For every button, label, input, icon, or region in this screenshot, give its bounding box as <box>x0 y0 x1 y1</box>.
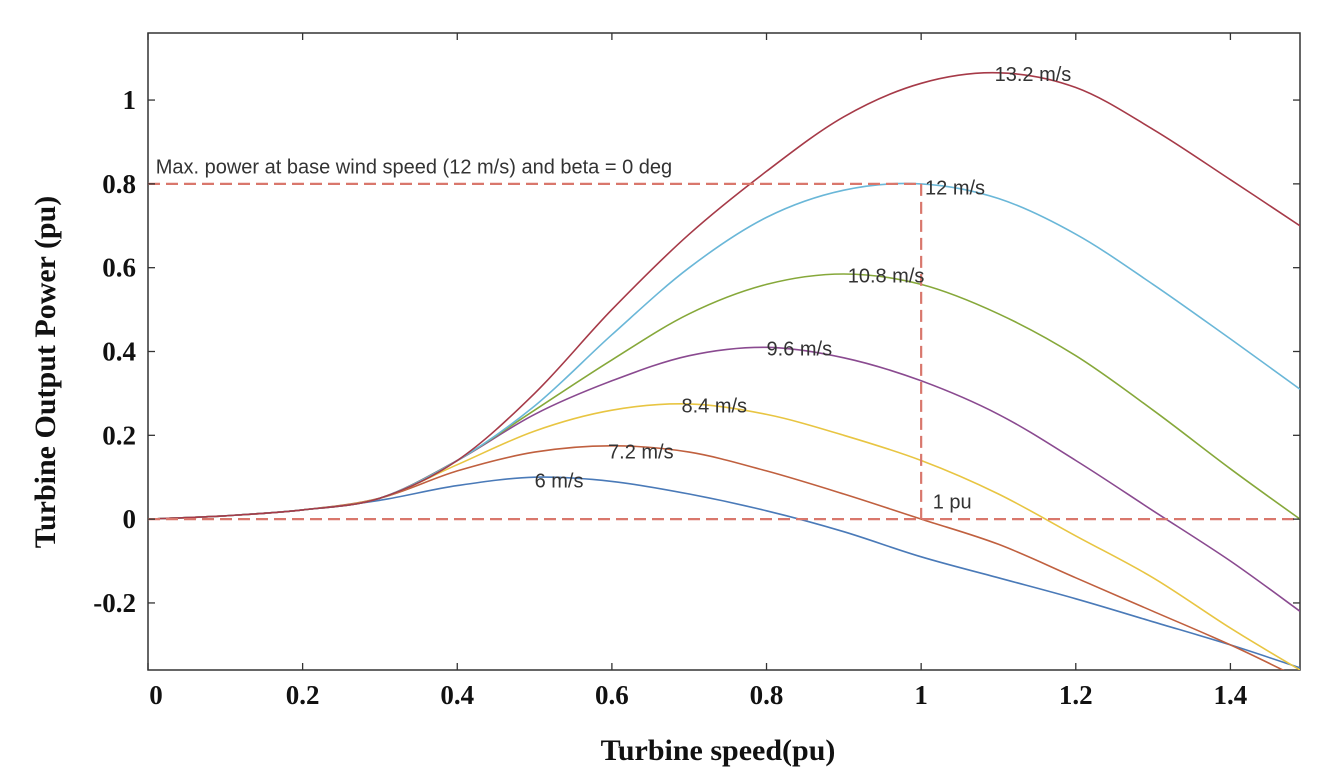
y-tick-label: 0.6 <box>102 253 136 283</box>
curve-label-5: 10.8 m/s <box>848 265 925 287</box>
series-curve-3 <box>148 402 1300 670</box>
series-curve-1 <box>148 476 1300 669</box>
curve-label-2: 7.2 m/s <box>608 441 674 463</box>
x-axis-ticks: 0 0.2 0.4 0.6 0.8 1 1.2 1.4 <box>147 33 1248 710</box>
curve-label-4: 9.6 m/s <box>767 339 833 361</box>
curve-label-1: 6 m/s <box>535 471 584 493</box>
annotation-2: 1 pu <box>933 492 972 514</box>
y-tick-label: 0.8 <box>102 169 136 199</box>
x-tick-label: 0 <box>149 680 163 710</box>
x-tick-label: 0.6 <box>595 680 629 710</box>
x-tick-label: 1 <box>914 680 928 710</box>
plot-frame <box>147 32 1301 671</box>
x-tick-label: 1.2 <box>1059 680 1093 710</box>
series-curve-6 <box>148 182 1300 520</box>
y-tick-label: 0.4 <box>102 337 136 367</box>
reference-lines <box>148 182 1300 521</box>
y-tick-label: -0.2 <box>93 588 136 618</box>
curve-label-7: 13.2 m/s <box>995 64 1072 86</box>
y-tick-label: 0.2 <box>102 420 136 450</box>
x-axis-title: Turbine speed(pu) <box>601 734 836 767</box>
series-curve-4 <box>148 346 1300 612</box>
curves <box>148 71 1300 670</box>
y-axis-ticks: -0.2 0 0.2 0.4 0.6 0.8 1 <box>93 85 1300 618</box>
x-tick-label: 1.4 <box>1214 680 1248 710</box>
annotation-1: Max. power at base wind speed (12 m/s) a… <box>156 156 672 178</box>
x-tick-label: 0.8 <box>750 680 784 710</box>
curve-label-6: 12 m/s <box>925 177 985 199</box>
x-tick-label: 0.4 <box>440 680 474 710</box>
y-axis-title: Turbine Output Power (pu) <box>29 196 62 549</box>
series-curve-7 <box>148 71 1300 520</box>
curve-label-3: 8.4 m/s <box>681 395 747 417</box>
plot-area: 6 m/s 7.2 m/s 8.4 m/s 9.6 m/s 10.8 m/s 12 m/s… <box>147 32 1301 671</box>
y-tick-label: 1 <box>123 85 137 115</box>
series-curve-2 <box>148 444 1285 670</box>
y-tick-label: 0 <box>123 504 137 534</box>
x-tick-label: 0.2 <box>286 680 320 710</box>
